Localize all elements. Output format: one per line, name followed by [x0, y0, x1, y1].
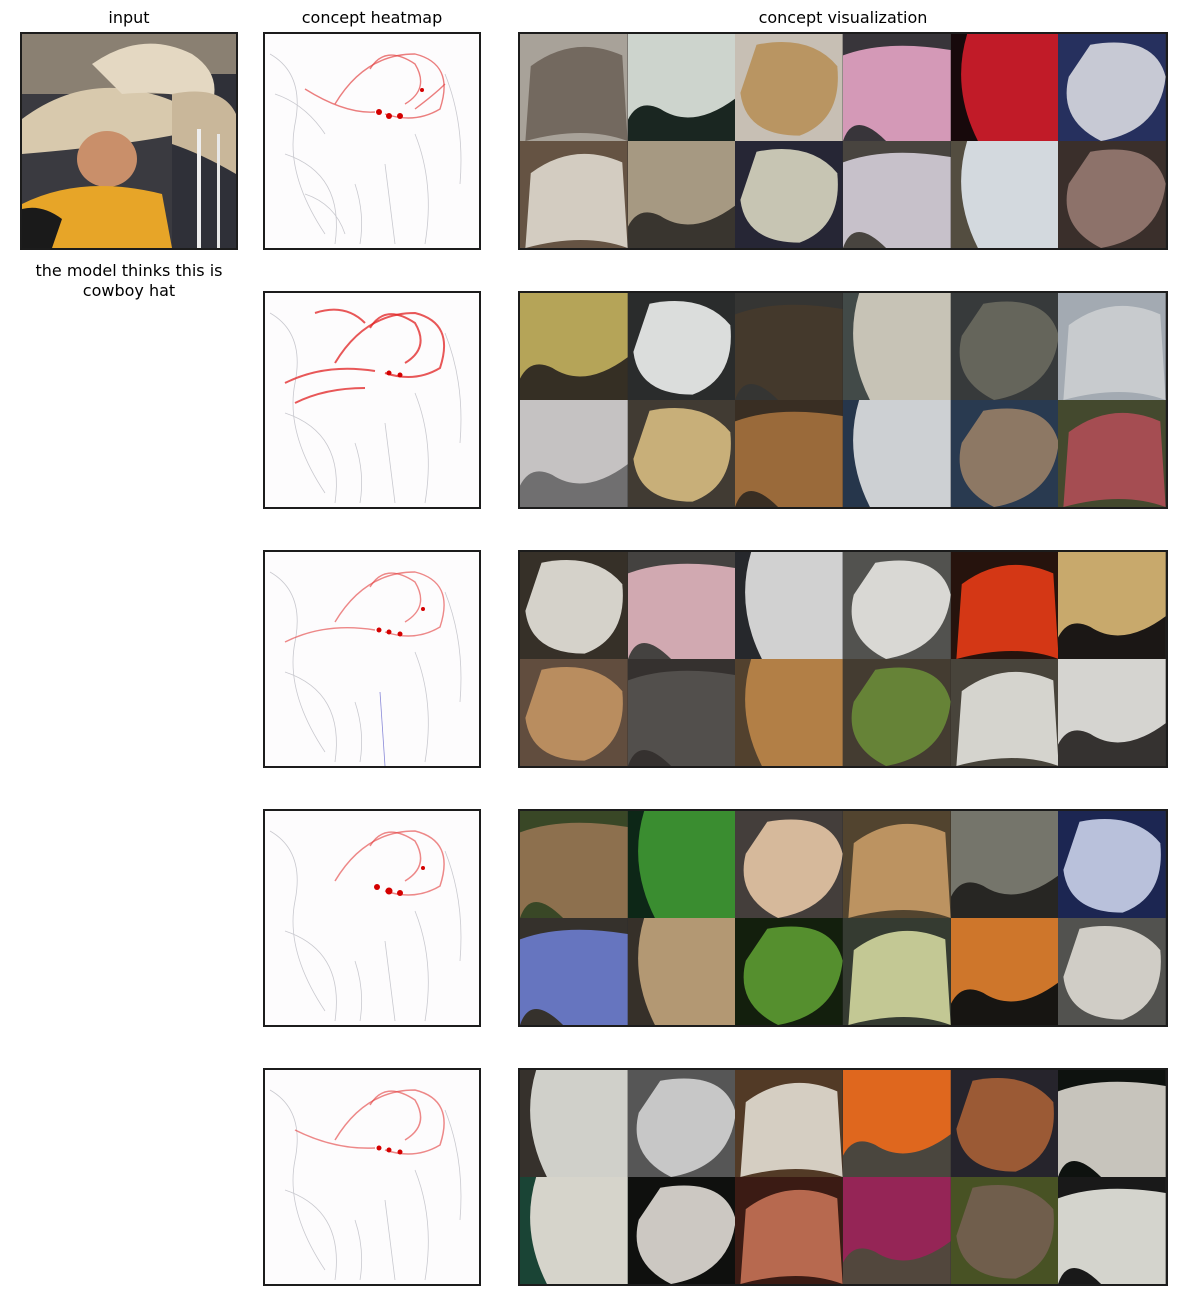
concept-patch	[627, 34, 736, 141]
concept-visualization-2	[518, 291, 1168, 509]
concept-patch	[520, 552, 628, 659]
concept-patch	[735, 659, 843, 766]
concept-patch	[520, 811, 628, 918]
concept-patch	[520, 400, 628, 507]
concept-patch	[627, 918, 736, 1025]
concept-patch	[1058, 659, 1166, 766]
concept-patch	[520, 293, 628, 400]
concept-patch	[520, 1177, 628, 1284]
concept-patch	[842, 918, 951, 1025]
concept-patch	[950, 811, 1059, 918]
concept-patch	[842, 811, 951, 918]
concept-patch	[950, 659, 1059, 766]
concept-patch	[735, 811, 843, 918]
concept-patch	[1058, 34, 1166, 141]
concept-patch	[950, 293, 1059, 400]
concept-patch	[627, 293, 736, 400]
concept-patch	[950, 918, 1059, 1025]
concept-patch	[520, 34, 628, 141]
concept-patch	[735, 1177, 843, 1284]
concept-patch	[735, 400, 843, 507]
concept-patch	[520, 659, 628, 766]
header-concept-visualization: concept visualization	[758, 8, 928, 27]
concept-patch	[627, 552, 736, 659]
concept-patch	[950, 34, 1059, 141]
concept-patch	[1058, 1070, 1166, 1177]
concept-patch	[950, 141, 1059, 248]
concept-patch	[520, 141, 628, 248]
concept-patch	[520, 1070, 628, 1177]
concept-patch	[842, 34, 951, 141]
concept-heatmap-4	[263, 809, 481, 1027]
concept-patch	[950, 1070, 1059, 1177]
concept-patch	[842, 552, 951, 659]
concept-patch	[627, 141, 736, 248]
concept-patch	[1058, 1177, 1166, 1284]
concept-patch	[627, 1177, 736, 1284]
concept-patch	[735, 34, 843, 141]
concept-patch	[950, 552, 1059, 659]
concept-heatmap-2	[263, 291, 481, 509]
concept-patch	[842, 1177, 951, 1284]
concept-patch	[520, 918, 628, 1025]
concept-patch	[1058, 811, 1166, 918]
concept-patch	[1058, 918, 1166, 1025]
concept-patch	[735, 141, 843, 248]
concept-patch	[627, 400, 736, 507]
header-input: input	[108, 8, 150, 27]
concept-visualization-5	[518, 1068, 1168, 1286]
concept-patch	[735, 552, 843, 659]
concept-patch	[842, 293, 951, 400]
prediction-caption: the model thinks this is cowboy hat	[35, 261, 223, 300]
concept-patch	[1058, 293, 1166, 400]
concept-patch	[1058, 400, 1166, 507]
input-image	[20, 32, 238, 250]
concept-patch	[842, 1070, 951, 1177]
concept-patch	[627, 811, 736, 918]
concept-patch	[842, 400, 951, 507]
concept-patch	[842, 659, 951, 766]
concept-heatmap-5	[263, 1068, 481, 1286]
concept-visualization-4	[518, 809, 1168, 1027]
concept-patch	[842, 141, 951, 248]
concept-patch	[627, 659, 736, 766]
concept-heatmap-3	[263, 550, 481, 768]
concept-patch	[950, 1177, 1059, 1284]
concept-patch	[735, 918, 843, 1025]
concept-patch	[735, 1070, 843, 1177]
concept-patch	[735, 293, 843, 400]
concept-patch	[950, 400, 1059, 507]
concept-heatmap-1	[263, 32, 481, 250]
header-concept-heatmap: concept heatmap	[301, 8, 443, 27]
concept-patch	[1058, 552, 1166, 659]
concept-patch	[627, 1070, 736, 1177]
concept-visualization-1	[518, 32, 1168, 250]
concept-patch	[1058, 141, 1166, 248]
concept-visualization-3	[518, 550, 1168, 768]
